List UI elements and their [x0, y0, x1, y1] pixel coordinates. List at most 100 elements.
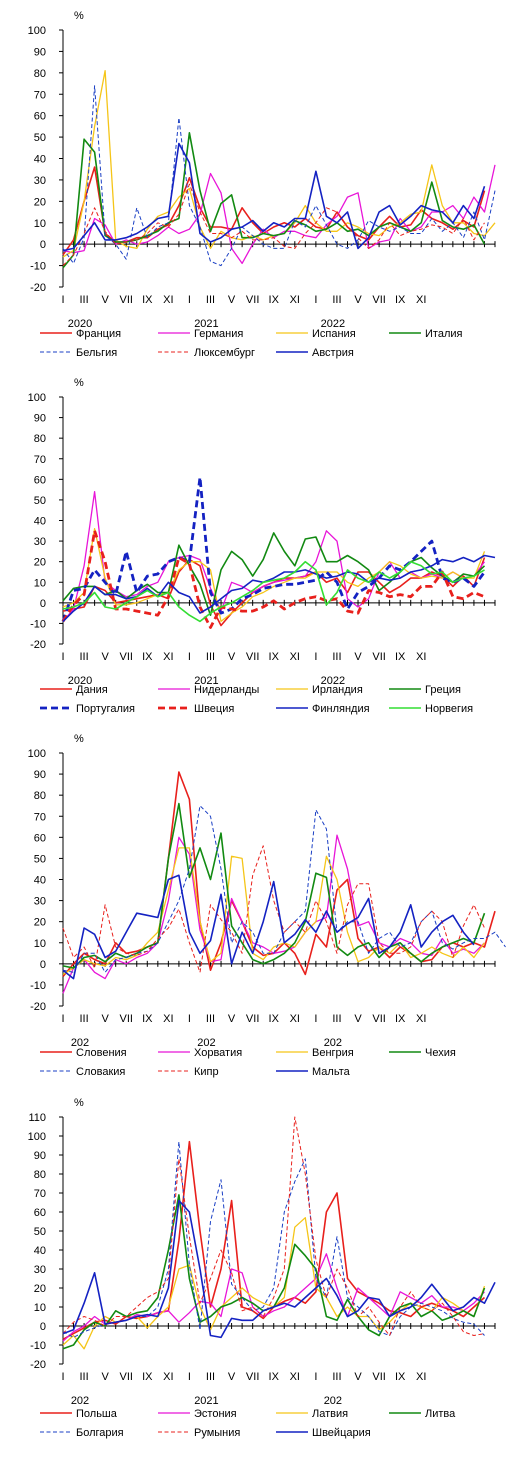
y-tick-label: 0 [40, 959, 46, 971]
y-tick-label: 100 [28, 392, 46, 404]
x-tick-label: I [61, 1371, 64, 1383]
y-tick-label: 0 [40, 598, 46, 610]
y-tick-label: 100 [28, 1131, 46, 1143]
y-tick-label: -20 [30, 1001, 46, 1013]
y-tick-label: -20 [30, 1359, 46, 1371]
x-tick-label: III [206, 294, 215, 306]
series-line [62, 1217, 486, 1350]
x-tick-label: XI [416, 294, 426, 306]
x-tick-label: V [101, 294, 109, 306]
series-line [62, 491, 486, 622]
y-tick-label: 20 [34, 196, 46, 208]
x-tick-label: VII [246, 651, 259, 663]
x-tick-label: IX [142, 1013, 153, 1025]
x-tick-label: I [61, 1013, 64, 1025]
series-line [62, 560, 485, 623]
series-line [62, 85, 496, 267]
x-tick-label: I [188, 294, 191, 306]
x-year-label: 2021 [194, 1395, 218, 1407]
x-tick-label: I [314, 651, 317, 663]
x-tick-label: I [188, 651, 191, 663]
x-tick-label: III [332, 651, 341, 663]
series-line [62, 805, 506, 973]
legend-label: Австрия [312, 347, 354, 359]
legend-label: Нидерланды [194, 684, 259, 696]
x-year-label: 2020 [68, 675, 92, 687]
legend-label: Греция [425, 684, 461, 696]
x-tick-label: IX [142, 1371, 153, 1383]
x-tick-label: IX [142, 651, 153, 663]
series-line [62, 557, 486, 627]
series-line [62, 528, 486, 623]
series-line [62, 845, 485, 973]
x-tick-label: I [61, 651, 64, 663]
x-year-label: 2022 [321, 318, 345, 330]
legend-label: Кипр [194, 1066, 219, 1078]
x-tick-label: V [228, 651, 236, 663]
legend-label: Болгария [76, 1427, 124, 1439]
y-tick-label: 80 [34, 1169, 46, 1181]
x-tick-label: VII [119, 1013, 132, 1025]
y-tick-label: 90 [34, 413, 46, 425]
x-tick-label: V [101, 1013, 109, 1025]
y-tick-label: 10 [34, 938, 46, 950]
legend-label: Дания [76, 684, 108, 696]
x-tick-label: XI [163, 651, 173, 663]
x-tick-label: I [61, 294, 64, 306]
x-tick-label: IX [395, 1013, 406, 1025]
x-tick-label: VII [372, 651, 385, 663]
x-tick-label: I [188, 1013, 191, 1025]
x-tick-label: III [79, 294, 88, 306]
y-tick-label: 20 [34, 557, 46, 569]
x-tick-label: XI [416, 1371, 426, 1383]
y-tick-label: 70 [34, 89, 46, 101]
legend: Словения Хорватия Венгрия Чехия Словакия Кипр… [40, 1047, 456, 1078]
legend-label: Франция [76, 328, 121, 340]
series-line [62, 1199, 496, 1339]
legend-label: Хорватия [194, 1047, 242, 1059]
y-tick-label: 30 [34, 536, 46, 548]
x-tick-label: VII [119, 651, 132, 663]
x-tick-label: IX [395, 294, 406, 306]
series-line [62, 1253, 485, 1342]
x-tick-label: III [332, 294, 341, 306]
x-year-label: 202 [324, 1037, 342, 1049]
x-tick-label: III [332, 1013, 341, 1025]
y-tick-label: 100 [28, 748, 46, 760]
y-tick-label: 50 [34, 853, 46, 865]
y-tick-label: 70 [34, 811, 46, 823]
x-tick-label: VII [372, 294, 385, 306]
legend-label: Швейцария [312, 1427, 371, 1439]
y-tick-label: 10 [34, 577, 46, 589]
x-tick-label: III [206, 1371, 215, 1383]
x-tick-label: I [314, 294, 317, 306]
y-tick-label: -20 [30, 639, 46, 651]
series-line [62, 164, 496, 265]
x-year-label: 202 [71, 1037, 89, 1049]
x-tick-label: VII [119, 294, 132, 306]
x-tick-label: XI [416, 651, 426, 663]
x-tick-label: I [314, 1371, 317, 1383]
legend-label: Бельгия [76, 347, 117, 359]
series-line [62, 771, 496, 978]
series-line [62, 874, 475, 980]
y-tick-label: 110 [28, 1112, 46, 1124]
x-year-label: 2021 [194, 318, 218, 330]
legend-label: Люксембург [194, 347, 255, 359]
legend-label: Финляндия [312, 703, 370, 715]
x-tick-label: VII [246, 1013, 259, 1025]
y-tick-label: -10 [30, 618, 46, 630]
unit-label: % [74, 377, 84, 389]
x-year-label: 202 [71, 1395, 89, 1407]
x-tick-label: V [354, 294, 362, 306]
series-line [62, 142, 486, 252]
x-year-label: 2021 [194, 675, 218, 687]
y-tick-label: 30 [34, 175, 46, 187]
legend: Франция Германия Испания Италия Бельгия Люксе… [40, 328, 463, 359]
y-tick-label: 40 [34, 875, 46, 887]
x-year-label: 2022 [321, 675, 345, 687]
legend-label: Словения [76, 1047, 127, 1059]
y-tick-label: -10 [30, 1340, 46, 1352]
